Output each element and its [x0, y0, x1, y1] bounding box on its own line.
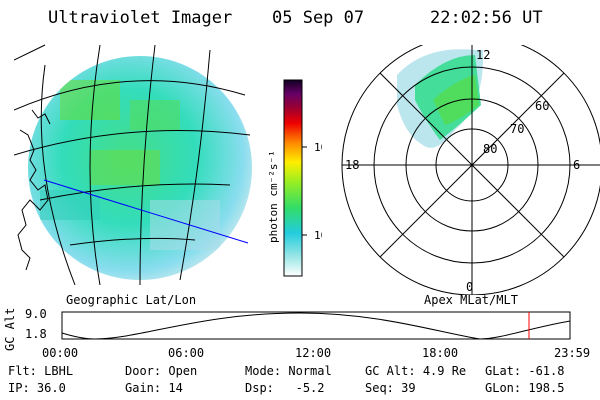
mlt-label-18: 18 [345, 158, 359, 172]
coastline-north [31, 109, 51, 125]
mlat-label-80: 80 [483, 142, 497, 156]
observation-date: 05 Sep 07 [272, 8, 365, 28]
door-value: Open [168, 364, 198, 378]
colorbar: 100 10 photon cm⁻²s⁻¹ [267, 79, 322, 277]
dsp-label: Dsp: [245, 381, 274, 395]
polar-grid [341, 45, 600, 295]
colorbar-unit-label: photon cm⁻²s⁻¹ [267, 150, 280, 243]
timeline-xtick-1: 06:00 [168, 346, 204, 360]
gc-alt-value: 4.9 Re [422, 364, 467, 378]
instrument-title: Ultraviolet Imager [48, 8, 233, 28]
altitude-timeline: GC Alt 9.0 1.8 00:00 06:00 12:00 18:00 2… [3, 307, 590, 360]
timeline-xtick-4: 23:59 [554, 346, 590, 360]
mlt-label-12: 12 [476, 48, 490, 62]
geographic-panel-label: Geographic Lat/Lon [66, 293, 197, 307]
ip-label: IP: [8, 381, 30, 395]
colorbar-label-10: 10 [314, 229, 322, 242]
emission-texture [40, 80, 220, 250]
mlt-label-6: 6 [573, 158, 580, 172]
filter-value: LBHL [44, 364, 74, 378]
gain-label: Gain: [125, 381, 162, 395]
timeline-xtick-3: 18:00 [422, 346, 458, 360]
observation-time: 22:02:56 UT [430, 8, 543, 28]
info-gain: Gain: 14 [125, 381, 183, 395]
info-glat: GLat: -61.8 [485, 364, 564, 378]
coastline [17, 129, 49, 271]
dsp-value: -5.2 [295, 381, 325, 395]
glat-label: GLat: [485, 364, 522, 378]
ip-value: 36.0 [36, 381, 66, 395]
geographic-image-panel [14, 44, 252, 285]
mode-value: Normal [288, 364, 332, 378]
timeline-xtick-0: 00:00 [42, 346, 78, 360]
colorbar-label-100: 100 [314, 141, 322, 154]
timeline-ytick-min: 1.8 [25, 327, 47, 341]
gc-alt-label: GC Alt: [365, 364, 416, 378]
timeline-xtick-2: 12:00 [295, 346, 331, 360]
gain-value: 14 [168, 381, 183, 395]
info-ip: IP: 36.0 [8, 381, 66, 395]
altitude-curve [61, 312, 571, 340]
seq-value: 39 [401, 381, 416, 395]
mlat-label-70: 70 [510, 122, 524, 136]
timeline-ytick-max: 9.0 [25, 307, 47, 321]
timeline-ylabel: GC Alt [3, 308, 17, 351]
filter-label: Flt: [8, 364, 37, 378]
lat-lon-grid [14, 44, 251, 285]
mlt-label-0: 0 [466, 280, 473, 294]
mlat-label-60: 60 [535, 99, 549, 113]
mode-label: Mode: [245, 364, 282, 378]
polar-panel-label: Apex MLat/MLT [424, 293, 518, 307]
satellite-track [43, 179, 249, 244]
glat-value: -61.8 [528, 364, 565, 378]
info-glon: GLon: 198.5 [485, 381, 564, 395]
info-seq: Seq: 39 [365, 381, 416, 395]
info-door: Door: Open [125, 364, 197, 378]
glon-label: GLon: [485, 381, 522, 395]
info-gc-alt: GC Alt: 4.9 Re [365, 364, 466, 378]
timeline-frame [61, 311, 571, 340]
info-filter: Flt: LBHL [8, 364, 73, 378]
info-mode: Mode: Normal [245, 364, 332, 378]
seq-label: Seq: [365, 381, 394, 395]
polar-plot-panel: 12 18 6 0 60 70 80 [341, 45, 600, 295]
glon-value: 198.5 [528, 381, 565, 395]
colorbar-gradient [283, 79, 303, 277]
door-label: Door: [125, 364, 162, 378]
info-dsp: Dsp: -5.2 [245, 381, 325, 395]
